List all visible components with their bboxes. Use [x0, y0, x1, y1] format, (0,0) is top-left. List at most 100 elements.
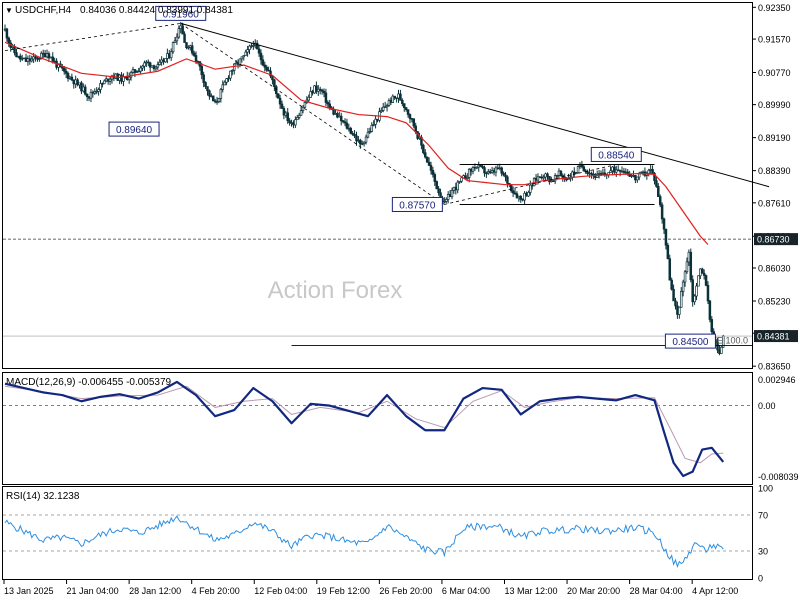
candle-body — [275, 86, 278, 95]
time-axis-label: 19 Feb 12:00 — [317, 586, 370, 596]
chart-frame — [2, 2, 753, 580]
candle-body — [103, 80, 106, 85]
candle-body — [674, 300, 677, 307]
rsi-pane-border — [2, 486, 753, 580]
candle-body — [34, 56, 37, 59]
candle-body — [618, 170, 622, 172]
candle-body — [278, 97, 282, 105]
candle-body — [351, 133, 354, 135]
candle-body — [695, 285, 698, 297]
candle-body — [395, 97, 398, 99]
candle-body — [582, 166, 586, 172]
candle-body — [38, 58, 41, 60]
candle-body — [649, 169, 652, 171]
candle-body — [651, 169, 654, 174]
candle-body — [131, 69, 135, 73]
candle-body — [353, 133, 356, 137]
candle-body — [332, 108, 335, 115]
price-label: 0.84500 — [672, 337, 709, 348]
candle-body — [82, 86, 85, 92]
candle-body — [500, 167, 503, 174]
candle-body — [190, 45, 194, 54]
price-tag-label: 0.86730 — [757, 235, 790, 245]
axes: 0.92350 0.91570 0.90770 0.89990 0.89190 0.883… — [3, 3, 799, 596]
candle-body — [215, 101, 219, 103]
candle-body — [366, 131, 370, 138]
candle-body — [630, 175, 633, 177]
candle-body — [368, 131, 372, 133]
candle-body — [317, 88, 320, 92]
candle-body — [414, 125, 417, 132]
candle-body — [211, 95, 215, 102]
symbol-menu-icon[interactable]: ▼ — [5, 6, 13, 15]
candle-body — [85, 93, 89, 97]
rsi-line — [4, 515, 724, 568]
candle-body — [263, 64, 267, 68]
time-axis-label: 4 Feb 20:00 — [192, 586, 240, 596]
candle-body — [573, 171, 576, 174]
candle-body — [183, 33, 186, 43]
candle-body — [445, 199, 448, 202]
candle-body — [318, 88, 322, 91]
candle-body — [223, 81, 226, 86]
candle-body — [527, 192, 530, 197]
candle-body — [567, 178, 570, 180]
candle-body — [296, 117, 299, 121]
candle-body — [424, 152, 427, 158]
price-label: 0.91960 — [163, 9, 200, 20]
candle-body — [61, 66, 64, 69]
price-axis-label: 0.92350 — [758, 3, 791, 13]
candle-body — [311, 91, 314, 94]
candle-body — [624, 171, 628, 174]
candle-body — [261, 59, 265, 66]
candle-body — [452, 186, 456, 191]
candle-body — [683, 271, 687, 283]
candle-body — [376, 118, 379, 121]
candle-body — [303, 102, 307, 108]
ohlc-readout: 0.84036 0.84424 0.83991 0.84381 — [80, 5, 233, 16]
candle-body — [546, 173, 549, 177]
candle-body — [616, 169, 620, 172]
price-label-box — [664, 333, 716, 349]
candle-body — [410, 118, 414, 120]
candle-body — [620, 170, 624, 173]
candle-body — [169, 51, 173, 59]
candle-body — [26, 58, 30, 62]
time-axis-label: 4 Apr 12:00 — [692, 586, 738, 596]
candle-body — [3, 28, 7, 31]
candle-body — [320, 89, 324, 92]
candle-body — [622, 170, 626, 173]
candle-body — [43, 53, 47, 58]
candle-body — [322, 90, 326, 94]
candle-body — [509, 184, 513, 192]
macd-axis-label: -0.008039 — [758, 472, 799, 482]
candle-body — [213, 100, 217, 103]
candle-body — [299, 110, 303, 116]
rsi-axis-label: 70 — [758, 511, 768, 521]
candle-body — [609, 170, 612, 173]
candle-body — [45, 53, 49, 58]
candle-body — [219, 89, 223, 99]
candle-body — [658, 196, 662, 206]
candle-body — [292, 122, 295, 126]
price-axis-label: 0.91570 — [758, 35, 791, 45]
candle-body — [599, 173, 603, 175]
candle-body — [248, 45, 251, 50]
candle-body — [601, 172, 605, 175]
candle-body — [689, 251, 693, 281]
candle-body — [380, 110, 383, 113]
candle-body — [206, 86, 209, 92]
candle-body — [435, 181, 438, 190]
candle-body — [708, 300, 712, 320]
candle-body — [391, 95, 395, 103]
candle-body — [194, 55, 198, 62]
candle-body — [574, 172, 578, 174]
candle-body — [129, 72, 133, 78]
candle-body — [374, 118, 377, 125]
candle-body — [555, 175, 559, 177]
candle-body — [513, 192, 517, 195]
candle-body — [280, 103, 284, 109]
candle-body — [385, 105, 389, 108]
price-axis-label: 0.89190 — [758, 133, 791, 143]
candle-body — [710, 319, 714, 332]
